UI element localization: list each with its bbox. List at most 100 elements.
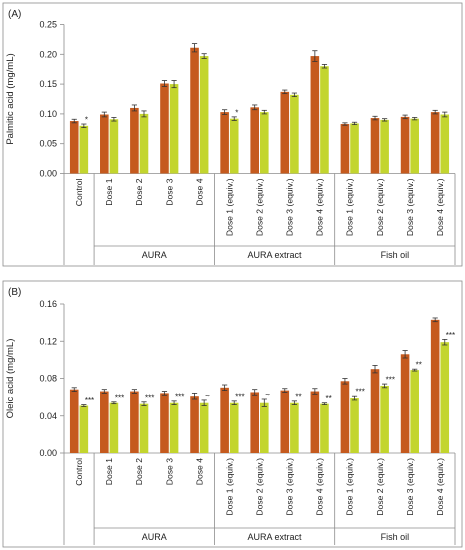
significance-mark: ** (295, 392, 301, 401)
category-label: Dose 1 (equiv.) (345, 458, 355, 516)
category-label: Dose 4 (194, 458, 204, 485)
group-label: AURA (142, 250, 167, 260)
significance-mark: *** (145, 393, 154, 402)
bar (370, 118, 380, 174)
bar (169, 84, 179, 174)
category-label: Dose 4 (194, 178, 204, 205)
significance-mark: ~ (265, 390, 270, 399)
category-label: Dose 1 (equiv.) (224, 458, 234, 516)
category-label: Dose 4 (equiv.) (315, 458, 325, 516)
bar (79, 125, 89, 174)
group-label: AURA extract (248, 532, 303, 542)
bar (190, 47, 199, 174)
bar (160, 83, 169, 174)
bar (130, 391, 139, 453)
significance-mark: * (85, 116, 88, 125)
category-label: Dose 4 (equiv.) (435, 458, 445, 516)
bar (139, 403, 149, 453)
category-label: Dose 2 (equiv.) (255, 178, 265, 236)
bar (220, 387, 229, 453)
bar (320, 403, 329, 453)
significance-mark: *** (115, 393, 124, 402)
palmitic-acid-panel: (A) Palmitic acid (mg/mL) 0.00 0.05 0.10 0.15… (2, 2, 463, 267)
bar (69, 121, 79, 174)
category-label: Dose 3 (equiv.) (405, 178, 415, 236)
group-label: AURA (142, 532, 167, 542)
bar (229, 402, 239, 453)
category-label: Dose 4 (equiv.) (435, 178, 445, 236)
bar (410, 370, 419, 453)
significance-mark: ** (325, 394, 331, 403)
bar (380, 119, 389, 174)
significance-mark: *** (446, 331, 455, 340)
panel-label: (A) (8, 9, 21, 20)
group-label: Fish oil (381, 532, 410, 542)
category-label: Dose 2 (equiv.) (375, 178, 385, 236)
y-tick-label: 0.25 (39, 20, 57, 30)
y-tick-label: 0.04 (39, 411, 57, 421)
category-label: Dose 4 (equiv.) (315, 178, 325, 236)
y-axis-label: Palmitic acid (mg/mL) (5, 53, 16, 144)
bar (130, 107, 139, 174)
y-tick-label: 0.16 (39, 299, 57, 309)
category-label: Dose 2 (134, 178, 144, 205)
panel-label: (B) (8, 287, 21, 298)
category-label: Dose 2 (equiv.) (375, 458, 385, 516)
y-tick-label: 0.12 (39, 336, 57, 346)
bar (69, 389, 79, 453)
category-label: Dose 1 (104, 178, 114, 205)
bar (440, 342, 450, 453)
bar (260, 402, 269, 453)
bar (160, 393, 169, 453)
bar (430, 112, 440, 174)
category-label: Dose 1 (equiv.) (345, 178, 355, 236)
group-label: Fish oil (381, 250, 410, 260)
y-tick-label: 0.00 (39, 169, 57, 179)
significance-mark: *** (235, 392, 244, 401)
group-label: AURA extract (248, 250, 303, 260)
bar (310, 56, 320, 174)
bar (320, 66, 329, 174)
bar (350, 123, 359, 174)
bar (290, 402, 299, 453)
category-label: Dose 2 (equiv.) (255, 458, 265, 516)
y-tick-label: 0.00 (39, 448, 57, 458)
significance-mark: * (235, 108, 238, 117)
oleic-acid-panel: (B) Oleic acid (mg/mL) 0.00 0.04 0.08 0.12 0.1… (2, 280, 463, 548)
category-label: Dose 2 (134, 458, 144, 485)
bar (440, 114, 450, 174)
bar (280, 390, 290, 453)
significance-mark: *** (85, 396, 94, 405)
category-label: Dose 3 (equiv.) (405, 458, 415, 516)
bar (340, 124, 350, 174)
category-label: Control (74, 458, 84, 486)
bar (190, 396, 199, 453)
bar (290, 94, 299, 174)
bar (280, 91, 290, 174)
y-tick-label: 0.15 (39, 79, 57, 89)
y-tick-label: 0.08 (39, 374, 57, 384)
significance-mark: ** (416, 361, 422, 370)
bar (109, 402, 119, 453)
bar (100, 391, 109, 453)
significance-mark: *** (356, 388, 365, 397)
bar (229, 118, 239, 174)
significance-mark: ~ (205, 391, 210, 400)
bar (169, 402, 179, 453)
category-label: Dose 3 (equiv.) (285, 178, 295, 236)
category-label: Dose 3 (164, 458, 174, 485)
bar (139, 113, 149, 174)
category-label: Control (74, 178, 84, 206)
y-tick-label: 0.05 (39, 139, 57, 149)
bar (400, 116, 410, 174)
y-axis-label: Oleic acid (mg/mL) (5, 339, 16, 419)
bar (250, 107, 259, 174)
bar (199, 402, 209, 453)
bar (340, 381, 350, 453)
y-tick-label: 0.10 (39, 109, 57, 119)
bar (260, 112, 269, 174)
bar (109, 119, 119, 174)
bar (310, 391, 320, 453)
bar (79, 405, 89, 453)
category-label: Dose 3 (164, 178, 174, 205)
